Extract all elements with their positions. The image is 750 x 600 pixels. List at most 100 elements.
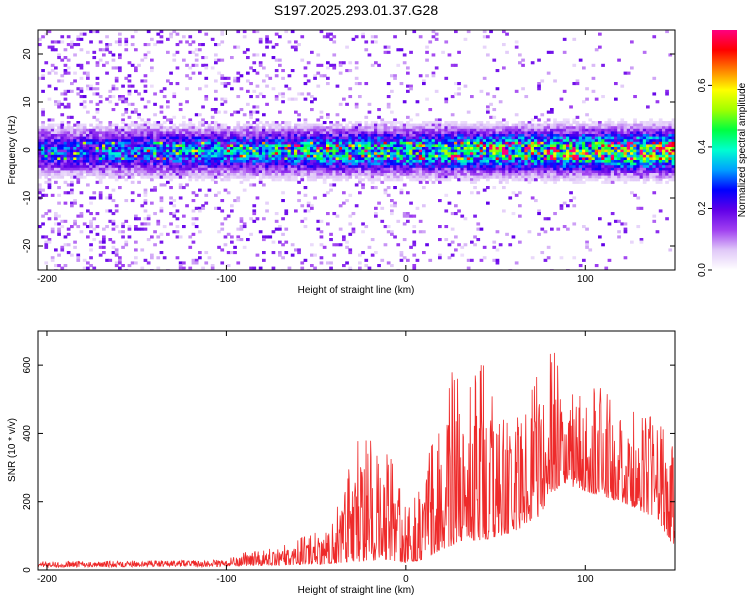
- spectrogram-cell: [364, 139, 369, 143]
- spectrogram-cell: [111, 170, 116, 174]
- spectrogram-cell: [66, 105, 71, 109]
- spectrogram-cell: [383, 144, 388, 148]
- spectrogram-cell: [198, 30, 202, 34]
- spectrogram-cell: [153, 102, 157, 106]
- spectrogram-cell: [66, 136, 71, 140]
- spectrogram-cell: [278, 178, 282, 182]
- spectrogram-cell: [178, 128, 183, 132]
- spectrogram-cell: [553, 128, 557, 132]
- spectrogram-cell: [454, 30, 458, 34]
- spectrogram-cell: [137, 144, 141, 148]
- spectrogram-cell: [338, 141, 343, 145]
- spectrogram-cell: [390, 110, 394, 114]
- spectrogram-cell: [111, 251, 116, 255]
- spectrogram-cell: [345, 160, 349, 164]
- spectrogram-cell: [41, 162, 45, 166]
- spectrogram-cell: [505, 180, 509, 184]
- spectrogram-cell: [495, 162, 500, 166]
- spectrogram-cell: [569, 105, 573, 109]
- spectrogram-cell: [223, 167, 228, 171]
- spectrogram-cell: [236, 175, 241, 179]
- spectrogram-cell: [386, 105, 391, 109]
- spectrogram-cell: [409, 141, 413, 145]
- spectrogram-cell: [322, 141, 327, 145]
- spectrogram-cell: [66, 115, 71, 119]
- spectrogram-cell: [338, 147, 343, 151]
- spectrogram-cell: [258, 141, 263, 145]
- spectrogram-cell: [463, 147, 468, 151]
- spectrogram-cell: [380, 123, 385, 127]
- spectrogram-cell: [114, 209, 119, 213]
- spectrogram-cell: [438, 147, 442, 151]
- spectrogram-cell: [454, 121, 458, 125]
- spectrogram-cell: [95, 108, 100, 112]
- spectrogram-cell: [134, 227, 138, 231]
- spectrogram-cell: [201, 128, 205, 132]
- spectrogram-cell: [518, 139, 522, 143]
- spectrogram-cell: [156, 32, 161, 36]
- spectrogram-cell: [220, 261, 225, 265]
- spectrogram-cell: [153, 126, 157, 130]
- spectrogram-cell: [460, 160, 465, 164]
- spectrogram-cell: [364, 131, 369, 135]
- spectrogram-cell: [284, 149, 289, 153]
- spectrogram-cell: [562, 136, 567, 140]
- spectrogram-cell: [530, 118, 535, 122]
- spectrogram-cell: [505, 170, 509, 174]
- spectrogram-cell: [466, 126, 471, 130]
- spectrogram-cell: [479, 258, 484, 262]
- spectrogram-cell: [377, 126, 381, 130]
- spectrogram-cell: [178, 144, 183, 148]
- spectrogram-cell: [153, 154, 157, 158]
- spectrogram-cell: [364, 147, 369, 151]
- spectrogram-cell: [118, 162, 122, 166]
- spectrogram-cell: [438, 170, 442, 174]
- spectrogram-cell: [153, 230, 157, 234]
- spectrogram-cell: [57, 201, 61, 205]
- spectrogram-cell: [82, 71, 87, 75]
- spectrogram-cell: [169, 165, 173, 169]
- spectrogram-cell: [73, 43, 77, 47]
- spectrogram-cell: [201, 206, 205, 210]
- spectrogram-cell: [319, 110, 324, 114]
- spectrogram-cell: [194, 113, 199, 117]
- spectrogram-cell: [114, 162, 119, 166]
- spectrogram-cell: [242, 170, 247, 174]
- spectrogram-cell: [409, 149, 413, 153]
- spectrogram-cell: [54, 139, 58, 143]
- spectrogram-cell: [370, 238, 375, 242]
- spectrogram-cell: [514, 175, 519, 179]
- spectrogram-cell: [412, 162, 417, 166]
- spectrogram-cell: [73, 79, 77, 83]
- spectrogram-cell: [210, 121, 215, 125]
- spectrogram-cell: [422, 134, 426, 138]
- spectrogram-cell: [258, 92, 263, 96]
- spectrogram-cell: [278, 175, 282, 179]
- spectrogram-cell: [553, 154, 557, 158]
- spectrogram-cell: [239, 180, 244, 184]
- spectrogram-cell: [329, 147, 333, 151]
- spectrogram-cell: [530, 178, 535, 182]
- spectrogram-cell: [118, 40, 122, 44]
- spectrogram-cell: [105, 209, 109, 213]
- spectrogram-cell: [370, 141, 375, 145]
- spectrogram-cell: [338, 144, 343, 148]
- spectrogram-cell: [137, 152, 141, 156]
- spectrogram-cell: [553, 152, 557, 156]
- spectrogram-cell: [393, 35, 397, 39]
- spectrogram-cell: [233, 126, 237, 130]
- spectrogram-cell: [44, 180, 49, 184]
- spectrogram-cell: [287, 266, 292, 270]
- spectrogram-cell: [249, 126, 253, 130]
- spectrogram-cell: [473, 131, 477, 135]
- spectrogram-cell: [98, 40, 103, 44]
- spectrogram-cell: [316, 144, 321, 148]
- spectrogram-cell: [175, 82, 180, 86]
- spectrogram-cell: [140, 79, 145, 83]
- spectrogram-cell: [502, 66, 506, 70]
- spectrogram-cell: [326, 61, 330, 65]
- spectrogram-cell: [89, 248, 93, 252]
- spectrogram-cell: [402, 134, 407, 138]
- spectrogram-cell: [57, 144, 61, 148]
- spectrogram-cell: [66, 170, 71, 174]
